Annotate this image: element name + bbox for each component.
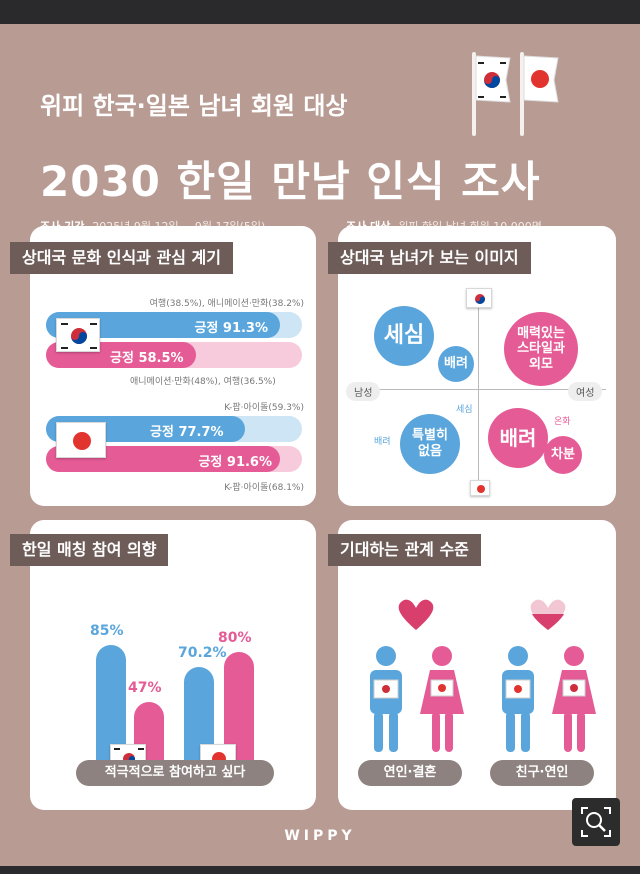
panel-matching: 한일 매칭 참여 의향 85% 47% 70.2% 80% 적극적으로 참여하고 싶다 xyxy=(10,520,316,810)
korea-flag-icon xyxy=(56,318,100,352)
vbar-kr-pink-label: 47% xyxy=(128,679,162,696)
korea-flag-small-icon xyxy=(466,288,492,308)
top-frame-bar xyxy=(0,0,640,24)
panel-image: 상대국 남녀가 보는 이미지 남성 여성 세심 배려 매력있는 스타일과 외모 … xyxy=(328,226,616,506)
map-horizontal-axis xyxy=(350,389,606,390)
bubble-female-jp: 배려 xyxy=(488,408,548,468)
header-flags-icon xyxy=(472,52,559,136)
text-female-jp-top: 온화 xyxy=(554,417,571,427)
zoom-search-icon xyxy=(581,807,611,837)
panel-image-title: 상대국 남녀가 보는 이미지 xyxy=(328,242,531,274)
bar-jp-track-pink: 긍정 91.6% xyxy=(46,446,302,472)
panel-matching-title: 한일 매칭 참여 의향 xyxy=(10,534,169,566)
map-vertical-axis xyxy=(478,306,479,494)
note-jp-blue: K-팝·아이돌(59.3%) xyxy=(224,403,304,413)
bar-kr-track-pink: 긍정 58.5% xyxy=(46,342,302,368)
bubble-female-jp-small: 차분 xyxy=(544,436,582,474)
vbar-jp-pink-label: 80% xyxy=(218,630,252,646)
bottom-frame-bar xyxy=(0,866,640,874)
text-male-jp-left: 배려 xyxy=(374,437,391,447)
note-kr-pink: 애니메이션·만화(48%), 여행(36.5%) xyxy=(130,377,276,387)
bubble-male-kr: 세심 xyxy=(374,306,434,366)
vbar-kr-blue-label: 85% xyxy=(90,622,124,639)
bubble-female-kr: 매력있는 스타일과 외모 xyxy=(504,312,578,386)
infographic-poster: 위피 한국·일본 남녀 회원 대상 2030 한일 만남 인식 조사 조사 기간… xyxy=(0,24,640,866)
bar-jp-blue-label: 긍정 77.7% xyxy=(150,425,224,440)
couple-jp-kr-icon xyxy=(502,599,596,752)
japan-flag-small-icon xyxy=(470,480,490,496)
relation-label-friend-lover: 친구·연인 xyxy=(490,760,594,786)
text-male-jp-top: 세심 xyxy=(456,405,473,415)
bar-kr-pink-label: 긍정 58.5% xyxy=(110,351,184,366)
relation-label-lover-marriage: 연인·결혼 xyxy=(358,760,462,786)
note-kr-blue: 여행(38.5%), 애니메이션·만화(38.2%) xyxy=(149,299,304,309)
panel-relation-title: 기대하는 관계 수준 xyxy=(328,534,481,566)
brand-logo: WIPPY xyxy=(284,828,356,844)
panel-relation: 기대하는 관계 수준 xyxy=(328,520,616,810)
bubble-male-jp: 특별히 없음 xyxy=(400,414,460,474)
subtitle: 위피 한국·일본 남녀 회원 대상 xyxy=(40,92,348,120)
note-jp-pink: K-팝·아이돌(68.1%) xyxy=(224,483,304,493)
vbar-jp-blue-label: 70.2% xyxy=(178,644,227,661)
page-title: 2030 한일 만남 인식 조사 xyxy=(40,157,541,206)
matching-caption: 적극적으로 참여하고 싶다 xyxy=(76,760,274,786)
bar-kr-blue-label: 긍정 91.3% xyxy=(194,321,268,336)
bar-jp-pink-label: 긍정 91.6% xyxy=(198,455,272,470)
bubble-male-kr-small: 배려 xyxy=(438,346,474,382)
japan-flag-icon xyxy=(56,422,106,458)
panel-culture-title: 상대국 문화 인식과 관심 계기 xyxy=(10,242,233,274)
axis-female-label: 여성 xyxy=(568,382,603,401)
couple-kr-jp-icon xyxy=(370,599,464,752)
zoom-button[interactable] xyxy=(572,798,620,846)
axis-male-label: 남성 xyxy=(346,382,381,401)
panel-culture: 상대국 문화 인식과 관심 계기 여행(38.5%), 애니메이션·만화(38.… xyxy=(10,226,316,506)
